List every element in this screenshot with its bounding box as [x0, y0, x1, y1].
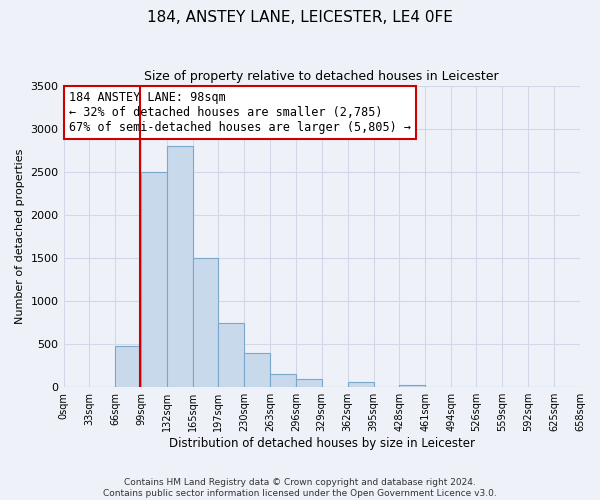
Text: Contains HM Land Registry data © Crown copyright and database right 2024.
Contai: Contains HM Land Registry data © Crown c…	[103, 478, 497, 498]
Title: Size of property relative to detached houses in Leicester: Size of property relative to detached ho…	[145, 70, 499, 83]
Y-axis label: Number of detached properties: Number of detached properties	[15, 148, 25, 324]
Bar	[347, 382, 374, 387]
Bar	[296, 378, 322, 387]
Bar	[141, 172, 167, 387]
Bar	[193, 258, 218, 387]
Bar	[270, 374, 296, 387]
X-axis label: Distribution of detached houses by size in Leicester: Distribution of detached houses by size …	[169, 437, 475, 450]
Text: 184, ANSTEY LANE, LEICESTER, LE4 0FE: 184, ANSTEY LANE, LEICESTER, LE4 0FE	[147, 10, 453, 25]
Bar	[167, 146, 193, 387]
Bar	[400, 384, 425, 387]
Text: 184 ANSTEY LANE: 98sqm
← 32% of detached houses are smaller (2,785)
67% of semi-: 184 ANSTEY LANE: 98sqm ← 32% of detached…	[69, 91, 411, 134]
Bar	[218, 322, 244, 387]
Bar	[244, 352, 270, 387]
Bar	[115, 346, 141, 387]
